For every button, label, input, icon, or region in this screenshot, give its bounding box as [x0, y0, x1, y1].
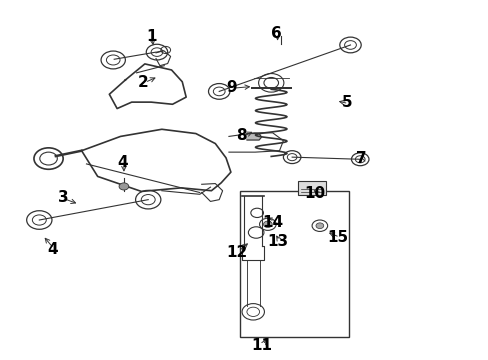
- Circle shape: [119, 183, 128, 190]
- Text: 1: 1: [145, 29, 156, 44]
- Text: 14: 14: [262, 215, 283, 230]
- Text: 6: 6: [270, 26, 281, 41]
- Bar: [297, 181, 325, 195]
- Text: 10: 10: [304, 186, 325, 201]
- Text: 3: 3: [58, 190, 68, 205]
- Polygon shape: [246, 134, 261, 140]
- Text: 15: 15: [327, 230, 348, 246]
- Text: 11: 11: [250, 338, 271, 353]
- Text: 8: 8: [235, 128, 246, 143]
- Text: 4: 4: [47, 242, 58, 257]
- Text: 4: 4: [117, 155, 127, 170]
- Bar: [239, 191, 348, 337]
- Text: 2: 2: [138, 75, 148, 90]
- Text: 13: 13: [267, 234, 288, 249]
- Text: 7: 7: [355, 152, 366, 166]
- Circle shape: [315, 223, 323, 229]
- Circle shape: [263, 221, 272, 228]
- Text: 12: 12: [225, 245, 247, 260]
- Text: 9: 9: [225, 80, 236, 95]
- Text: 5: 5: [342, 95, 352, 111]
